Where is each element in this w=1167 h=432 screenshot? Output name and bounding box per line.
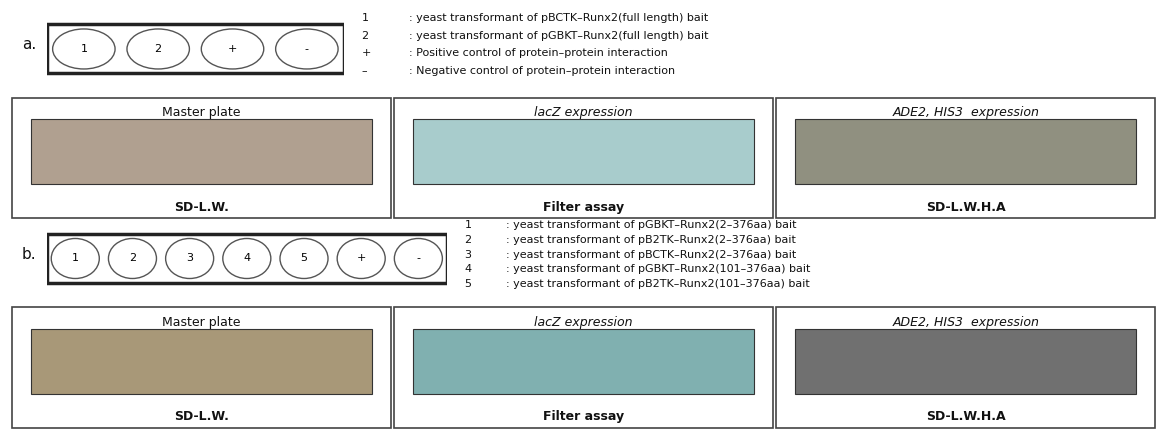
Ellipse shape: [394, 238, 442, 279]
Text: lacZ expression: lacZ expression: [534, 316, 633, 329]
FancyBboxPatch shape: [776, 98, 1155, 218]
Text: ADE2, HIS3  expression: ADE2, HIS3 expression: [893, 106, 1040, 119]
Text: 2: 2: [362, 31, 369, 41]
FancyBboxPatch shape: [776, 307, 1155, 428]
Text: 3: 3: [464, 250, 471, 260]
FancyBboxPatch shape: [394, 307, 773, 428]
Text: 1: 1: [362, 13, 369, 22]
Text: : yeast transformant of pB2TK–Runx2(2–376aa) bait: : yeast transformant of pB2TK–Runx2(2–37…: [506, 235, 796, 245]
Text: 5: 5: [301, 254, 307, 264]
Text: 4: 4: [243, 254, 251, 264]
Text: 2: 2: [128, 254, 137, 264]
Text: 1: 1: [464, 220, 471, 231]
Text: : yeast transformant of pGBKT–Runx2(full length) bait: : yeast transformant of pGBKT–Runx2(full…: [410, 31, 708, 41]
Text: b.: b.: [22, 247, 36, 262]
Text: SD-L.W.: SD-L.W.: [174, 201, 229, 214]
Text: : Positive control of protein–protein interaction: : Positive control of protein–protein in…: [410, 48, 668, 58]
Text: SD-L.W.H.A: SD-L.W.H.A: [927, 410, 1006, 423]
Text: : yeast transformant of pBCTK–Runx2(full length) bait: : yeast transformant of pBCTK–Runx2(full…: [410, 13, 708, 22]
FancyBboxPatch shape: [47, 25, 344, 73]
Text: ADE2, HIS3  expression: ADE2, HIS3 expression: [893, 316, 1040, 329]
Ellipse shape: [166, 238, 214, 279]
Text: 2: 2: [154, 44, 162, 54]
Text: 5: 5: [464, 279, 471, 289]
Text: : yeast transformant of pBCTK–Runx2(2–376aa) bait: : yeast transformant of pBCTK–Runx2(2–37…: [506, 250, 796, 260]
Text: +: +: [362, 48, 371, 58]
FancyBboxPatch shape: [30, 119, 371, 184]
Text: Master plate: Master plate: [162, 106, 240, 119]
Ellipse shape: [127, 29, 189, 69]
FancyBboxPatch shape: [30, 329, 371, 394]
Text: : Negative control of protein–protein interaction: : Negative control of protein–protein in…: [410, 67, 676, 76]
Text: 1: 1: [72, 254, 78, 264]
Text: SD-L.W.H.A: SD-L.W.H.A: [927, 201, 1006, 214]
FancyBboxPatch shape: [413, 329, 754, 394]
FancyBboxPatch shape: [47, 234, 447, 283]
Ellipse shape: [109, 238, 156, 279]
Ellipse shape: [53, 29, 116, 69]
Text: 3: 3: [187, 254, 193, 264]
Text: -: -: [417, 254, 420, 264]
FancyBboxPatch shape: [796, 119, 1137, 184]
Text: 4: 4: [464, 264, 471, 274]
Text: 1: 1: [81, 44, 88, 54]
Text: : yeast transformant of pGBKT–Runx2(2–376aa) bait: : yeast transformant of pGBKT–Runx2(2–37…: [506, 220, 796, 231]
Ellipse shape: [201, 29, 264, 69]
Text: Master plate: Master plate: [162, 316, 240, 329]
Text: a.: a.: [22, 38, 36, 52]
FancyBboxPatch shape: [796, 329, 1137, 394]
Text: +: +: [356, 254, 366, 264]
Text: : yeast transformant of pB2TK–Runx2(101–376aa) bait: : yeast transformant of pB2TK–Runx2(101–…: [506, 279, 810, 289]
FancyBboxPatch shape: [394, 98, 773, 218]
FancyBboxPatch shape: [12, 307, 391, 428]
Text: SD-L.W.: SD-L.W.: [174, 410, 229, 423]
Text: : yeast transformant of pGBKT–Runx2(101–376aa) bait: : yeast transformant of pGBKT–Runx2(101–…: [506, 264, 810, 274]
Text: Filter assay: Filter assay: [543, 201, 624, 214]
Ellipse shape: [280, 238, 328, 279]
Text: -: -: [305, 44, 309, 54]
Ellipse shape: [223, 238, 271, 279]
Text: 2: 2: [464, 235, 471, 245]
FancyBboxPatch shape: [413, 119, 754, 184]
Ellipse shape: [51, 238, 99, 279]
Text: lacZ expression: lacZ expression: [534, 106, 633, 119]
Ellipse shape: [275, 29, 338, 69]
Text: Filter assay: Filter assay: [543, 410, 624, 423]
Text: +: +: [228, 44, 237, 54]
Text: –: –: [362, 67, 368, 76]
Ellipse shape: [337, 238, 385, 279]
FancyBboxPatch shape: [12, 98, 391, 218]
